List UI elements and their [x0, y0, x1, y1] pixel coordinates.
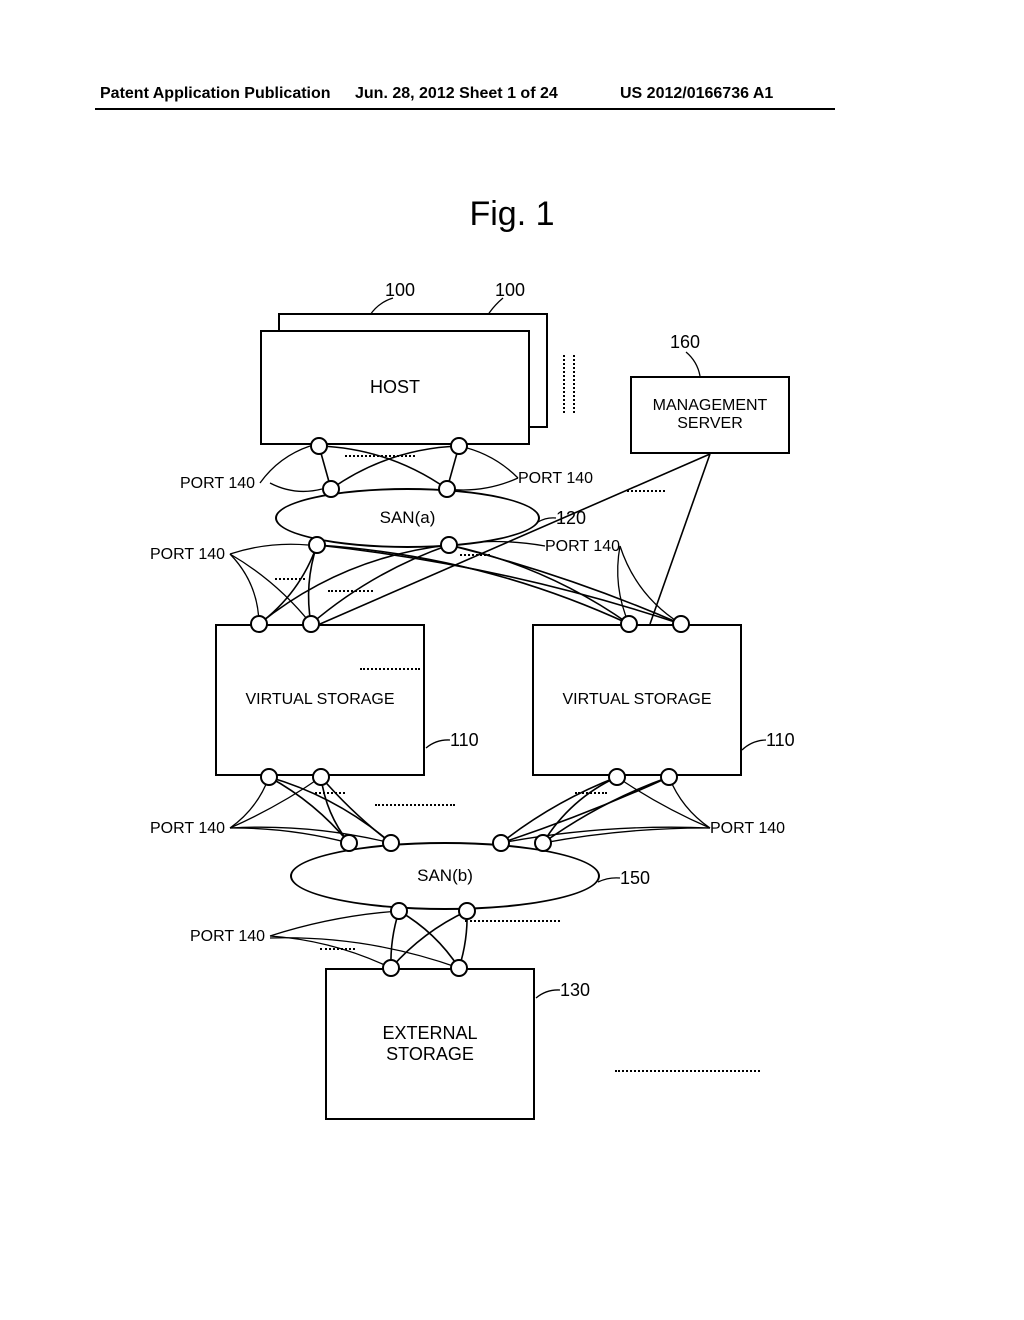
dash-9 — [465, 920, 560, 922]
port-san_b_t3 — [492, 834, 510, 852]
header-center: Jun. 28, 2012 Sheet 1 of 24 — [355, 85, 558, 103]
port-label-pl2: PORT 140 — [518, 470, 593, 488]
port-san_b_b1 — [390, 902, 408, 920]
port-ext_t1 — [382, 959, 400, 977]
host-stack-dash-0 — [563, 355, 565, 413]
port-vs2_b1 — [608, 768, 626, 786]
port-host_b2 — [450, 437, 468, 455]
port-label-pl4: PORT 140 — [545, 538, 620, 556]
header-right: US 2012/0166736 A1 — [620, 85, 773, 103]
refnum-r_san_b: 150 — [620, 868, 650, 889]
header-rule — [95, 108, 835, 110]
refnum-r_mgmt: 160 — [670, 332, 700, 353]
port-ext_t2 — [450, 959, 468, 977]
port-san_b_t2 — [382, 834, 400, 852]
refnum-r_vs2: 110 — [766, 730, 795, 751]
dash-8 — [320, 948, 355, 950]
port-vs2_b2 — [660, 768, 678, 786]
diagram: HOSTMANAGEMENT SERVERSAN(a)VIRTUAL STORA… — [160, 280, 860, 1150]
dash-0 — [345, 455, 415, 457]
port-san_a_t2 — [438, 480, 456, 498]
port-label-pl5: PORT 140 — [150, 820, 225, 838]
node-host: HOST — [260, 330, 530, 445]
dash-10 — [627, 490, 665, 492]
dash-3 — [460, 554, 490, 556]
port-label-pl1: PORT 140 — [180, 475, 255, 493]
port-label-pl7: PORT 140 — [190, 928, 265, 946]
refnum-r_vs1: 110 — [450, 730, 479, 751]
refnum-r_host1: 100 — [385, 280, 415, 301]
port-vs1_t1 — [250, 615, 268, 633]
port-vs1_t2 — [302, 615, 320, 633]
port-label-pl6: PORT 140 — [710, 820, 785, 838]
port-san_a_b2 — [440, 536, 458, 554]
node-ext: EXTERNAL STORAGE — [325, 968, 535, 1120]
dash-1 — [328, 590, 373, 592]
node-mgmt: MANAGEMENT SERVER — [630, 376, 790, 454]
dash-5 — [315, 792, 345, 794]
port-san_b_t4 — [534, 834, 552, 852]
dash-4 — [360, 668, 420, 670]
node-san-b: SAN(b) — [290, 842, 600, 910]
refnum-r_host2: 100 — [495, 280, 525, 301]
port-vs2_t2 — [672, 615, 690, 633]
dash-7 — [575, 792, 607, 794]
node-vs1: VIRTUAL STORAGE — [215, 624, 425, 776]
port-san_a_b1 — [308, 536, 326, 554]
dash-11 — [615, 1070, 760, 1072]
figure-title: Fig. 1 — [0, 195, 1024, 234]
port-vs2_t1 — [620, 615, 638, 633]
page: Patent Application Publication Jun. 28, … — [0, 0, 1024, 1320]
port-san_b_b2 — [458, 902, 476, 920]
refnum-r_san_a: 120 — [556, 508, 586, 529]
dash-6 — [375, 804, 455, 806]
port-vs1_b2 — [312, 768, 330, 786]
port-vs1_b1 — [260, 768, 278, 786]
host-stack-dash-1 — [573, 355, 575, 413]
port-san_a_t1 — [322, 480, 340, 498]
node-vs2: VIRTUAL STORAGE — [532, 624, 742, 776]
refnum-r_ext: 130 — [560, 980, 590, 1001]
port-san_b_t1 — [340, 834, 358, 852]
header-left: Patent Application Publication — [100, 85, 331, 103]
port-label-pl3: PORT 140 — [150, 546, 225, 564]
dash-2 — [275, 578, 305, 580]
port-host_b1 — [310, 437, 328, 455]
